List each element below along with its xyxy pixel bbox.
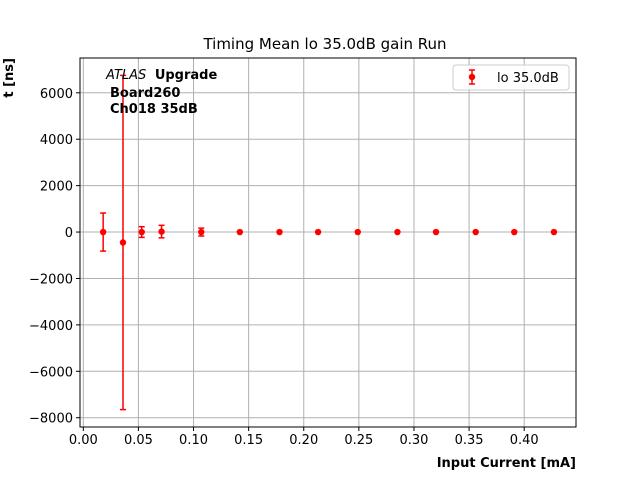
x-tick-label: 0.35 (455, 433, 484, 448)
legend-label: lo 35.0dB (497, 71, 559, 86)
chart-title: Timing Mean lo 35.0dB gain Run (202, 35, 446, 53)
legend-point (468, 73, 476, 81)
legend-marker (468, 69, 476, 85)
data-point (138, 228, 145, 236)
x-tick-label: 0.00 (69, 433, 98, 448)
x-tick-label: 0.25 (344, 433, 373, 448)
data-point (236, 228, 244, 236)
svg-text:ATLAS Upgrade: ATLAS Upgrade (105, 68, 217, 83)
data-point (119, 239, 127, 246)
data-point (198, 228, 205, 236)
board-label: Board260 (110, 86, 180, 101)
legend-box (452, 64, 570, 91)
legend: lo 35.0dB (452, 64, 570, 91)
x-tick-label: 0.05 (124, 433, 153, 448)
y-tick-label: −2000 (29, 272, 73, 287)
y-axis-label: t [ns] (2, 58, 17, 98)
channel-label: Ch018 35dB (110, 102, 198, 117)
data-point (158, 228, 165, 235)
y-tick-label: 6000 (40, 87, 73, 102)
x-axis-label: Input Current [mA] (437, 456, 576, 471)
data-point (99, 228, 107, 236)
x-tick-label: 0.40 (510, 433, 539, 448)
y-tick-label: −6000 (29, 365, 73, 380)
y-tick-label: −4000 (29, 319, 73, 334)
data-point (394, 228, 401, 236)
x-tick-label: 0.20 (289, 433, 318, 448)
data-point (550, 228, 558, 236)
atlas-annotation: ATLAS Upgrade Board260 Ch018 35dB (105, 68, 217, 117)
data-point (511, 228, 518, 236)
grid-layer (80, 58, 576, 427)
data-point (432, 228, 440, 236)
y-tick-label: 2000 (40, 180, 73, 195)
y-tick-label: 4000 (40, 133, 73, 148)
data-point (354, 228, 361, 236)
data-point (276, 228, 283, 236)
x-tick-label: 0.30 (399, 433, 428, 448)
atlas-label: ATLAS (105, 68, 146, 83)
data-point (314, 228, 322, 236)
x-tick-label: 0.10 (179, 433, 208, 448)
y-tick-label: 0 (65, 226, 73, 241)
x-tick-label: 0.15 (234, 433, 263, 448)
plot-frame (79, 57, 577, 428)
upgrade-label: Upgrade (155, 68, 218, 83)
data-layer (99, 74, 558, 411)
data-point (472, 228, 479, 236)
tick-layer: 0.00 0.05 0.10 0.15 0.20 0.25 0.30 0.35 0.40 −800… (29, 87, 539, 448)
y-tick-label: −8000 (29, 412, 73, 427)
